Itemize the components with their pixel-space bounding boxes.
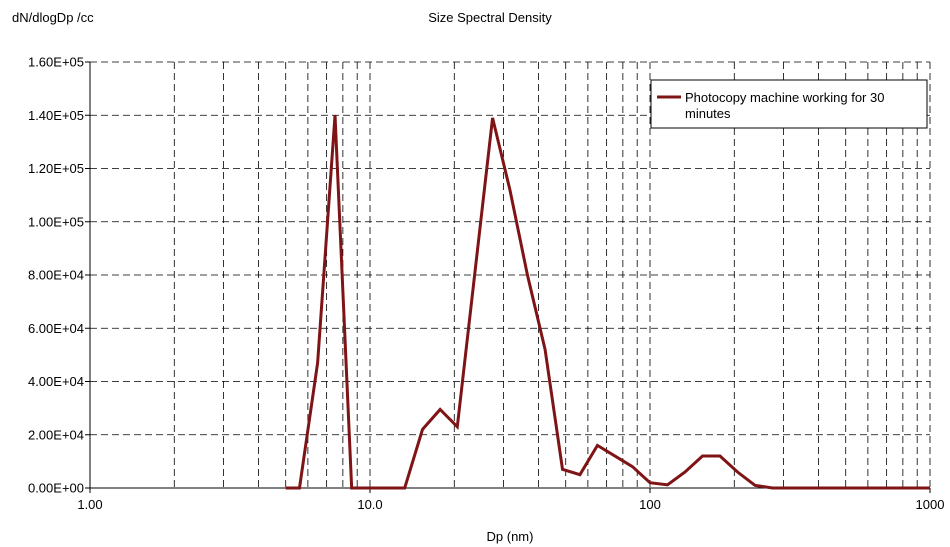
y-tick-label: 6.00E+04 [28,321,84,336]
y-tick-label: 1.60E+05 [28,55,84,70]
data-point [367,488,368,489]
x-tick-label: 100 [639,497,661,512]
data-point [845,488,846,489]
data-point [789,488,790,489]
data-point [440,409,441,410]
data-point [299,488,300,489]
x-tick-label: 1.00 [77,497,102,512]
legend-label-line: minutes [685,106,731,121]
data-point [818,488,819,489]
data-point [317,362,318,363]
y-tick-label: 1.40E+05 [28,108,84,123]
x-axis-label: Dp (nm) [487,529,534,544]
x-tick-label: 10.0 [357,497,382,512]
data-point [527,275,528,276]
data-point [351,488,352,489]
data-point [930,488,931,489]
data-point [667,484,668,485]
data-point [650,482,651,483]
data-point [562,469,563,470]
series-line [286,115,930,488]
data-point [335,115,336,116]
data-point [754,485,755,486]
data-point [457,426,458,427]
x-tick-label: 1000 [916,497,945,512]
y-tick-label: 1.20E+05 [28,161,84,176]
series-layer [285,115,930,489]
data-point [632,466,633,467]
chart-title: Size Spectral Density [428,10,552,25]
data-point [492,117,493,118]
y-axis-label: dN/dlogDp /cc [12,10,94,25]
data-point [772,488,773,489]
y-tick-label: 4.00E+04 [28,374,84,389]
data-point [737,472,738,473]
data-point [386,488,387,489]
data-point [597,445,598,446]
data-point [404,488,405,489]
data-point [615,456,616,457]
data-point [422,429,423,430]
y-tick-label: 8.00E+04 [28,268,84,283]
y-tick-label: 1.00E+05 [28,214,84,229]
data-point [685,472,686,473]
data-point [702,456,703,457]
data-point [579,474,580,475]
data-point [285,488,286,489]
data-point [509,189,510,190]
legend: Photocopy machine working for 30 minutes [651,80,927,128]
data-point [545,349,546,350]
data-point [719,456,720,457]
y-tick-label: 2.00E+04 [28,427,84,442]
data-point [886,488,887,489]
legend-label-line: Photocopy machine working for 30 [685,90,884,105]
y-tick-label: 0.00E+00 [28,481,84,496]
